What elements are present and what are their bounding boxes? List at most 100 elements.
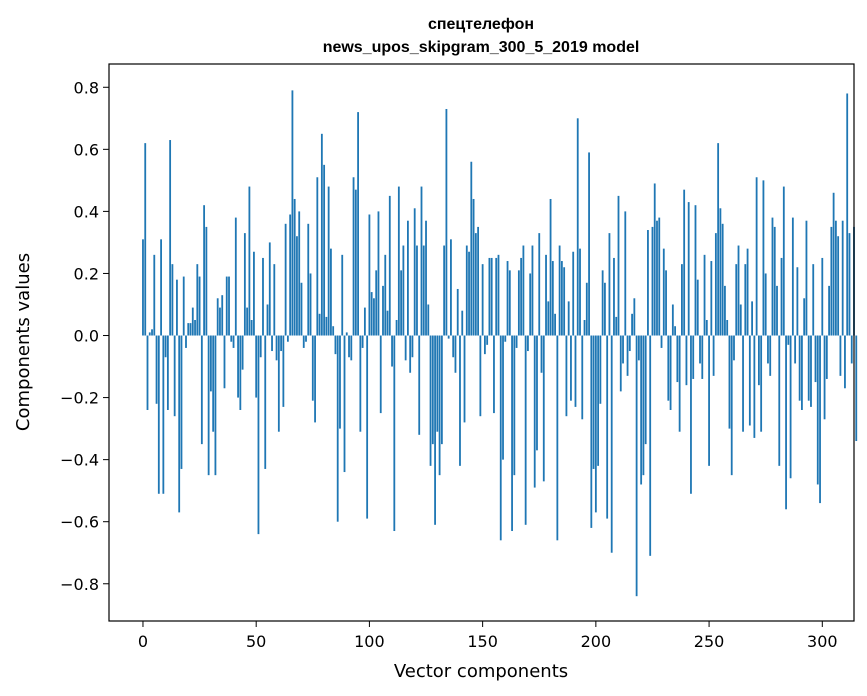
- bar: [599, 335, 602, 404]
- bar: [348, 335, 350, 358]
- bar: [223, 335, 226, 389]
- bar: [221, 295, 224, 336]
- bar: [692, 335, 695, 379]
- bar: [488, 257, 491, 336]
- bar: [527, 335, 529, 352]
- bar: [796, 267, 799, 336]
- bar: [345, 332, 348, 336]
- bar: [341, 254, 344, 336]
- bar: [637, 335, 640, 361]
- bar: [531, 245, 534, 336]
- bar: [198, 276, 201, 336]
- bar: [370, 292, 373, 336]
- bar: [807, 335, 810, 401]
- bar: [171, 264, 174, 336]
- bar: [259, 335, 262, 358]
- bar: [325, 316, 328, 336]
- bar: [443, 245, 446, 336]
- bar: [780, 257, 783, 336]
- bar: [298, 211, 301, 336]
- bar: [182, 276, 185, 336]
- bar: [649, 335, 652, 556]
- bar: [848, 233, 851, 336]
- bar: [667, 335, 670, 401]
- bar: [832, 192, 835, 336]
- bar: [515, 335, 518, 348]
- bar: [470, 161, 473, 336]
- bar: [386, 310, 389, 336]
- bar: [164, 335, 167, 358]
- bar: [724, 285, 726, 336]
- bar: [653, 183, 656, 336]
- bar: [819, 335, 821, 504]
- bar: [316, 177, 319, 336]
- bar: [733, 335, 735, 361]
- bar: [440, 335, 443, 445]
- bar: [246, 307, 249, 336]
- bar: [280, 335, 282, 352]
- bar: [728, 335, 731, 429]
- bar: [508, 270, 511, 336]
- bar: [574, 335, 577, 407]
- bar: [520, 257, 523, 336]
- bar: [651, 226, 654, 336]
- bar: [402, 245, 405, 336]
- bar: [323, 164, 326, 336]
- bar: [757, 335, 760, 386]
- bar: [737, 245, 740, 336]
- y-axis-label: Components values: [13, 253, 34, 431]
- bar: [307, 223, 310, 336]
- y-tick-label: −0.2: [60, 389, 99, 408]
- bar: [844, 335, 846, 389]
- bar: [309, 273, 312, 336]
- bar: [373, 298, 375, 336]
- bar: [271, 335, 273, 352]
- bar: [558, 245, 561, 336]
- bar: [422, 245, 425, 336]
- bar: [769, 335, 772, 376]
- bar: [563, 267, 566, 336]
- bar: [764, 273, 767, 336]
- bar: [565, 335, 568, 417]
- bar: [262, 257, 264, 336]
- bar: [624, 211, 627, 336]
- bar: [542, 335, 545, 482]
- bar: [635, 335, 638, 597]
- bar: [773, 226, 776, 336]
- bar: [502, 335, 504, 460]
- bar: [454, 335, 457, 373]
- bar: [266, 304, 269, 336]
- bar: [196, 264, 199, 336]
- bar: [828, 285, 830, 336]
- bar: [148, 332, 151, 336]
- y-tick-label: 0.6: [74, 140, 99, 159]
- bar: [671, 304, 674, 336]
- bar: [676, 335, 679, 383]
- bar: [479, 335, 482, 417]
- bar: [690, 335, 692, 494]
- bar: [705, 320, 708, 336]
- bar: [144, 143, 147, 336]
- bar: [241, 335, 244, 370]
- bar: [583, 320, 586, 336]
- bar: [212, 335, 215, 432]
- bar: [395, 320, 398, 336]
- bar: [142, 239, 144, 336]
- bar: [336, 335, 339, 522]
- bar: [477, 226, 480, 336]
- bar: [429, 335, 432, 466]
- bar: [277, 335, 280, 432]
- bar: [463, 335, 466, 423]
- bar: [687, 202, 690, 336]
- bar: [180, 335, 183, 469]
- bar: [339, 335, 341, 429]
- bar: [540, 335, 543, 373]
- bar: [497, 254, 500, 336]
- bar: [506, 261, 509, 336]
- bar: [495, 257, 498, 336]
- bar: [823, 335, 826, 420]
- bar: [615, 316, 618, 336]
- x-tick-label: 0: [138, 632, 148, 651]
- plot-area-frame: [108, 63, 855, 622]
- bar: [594, 335, 597, 513]
